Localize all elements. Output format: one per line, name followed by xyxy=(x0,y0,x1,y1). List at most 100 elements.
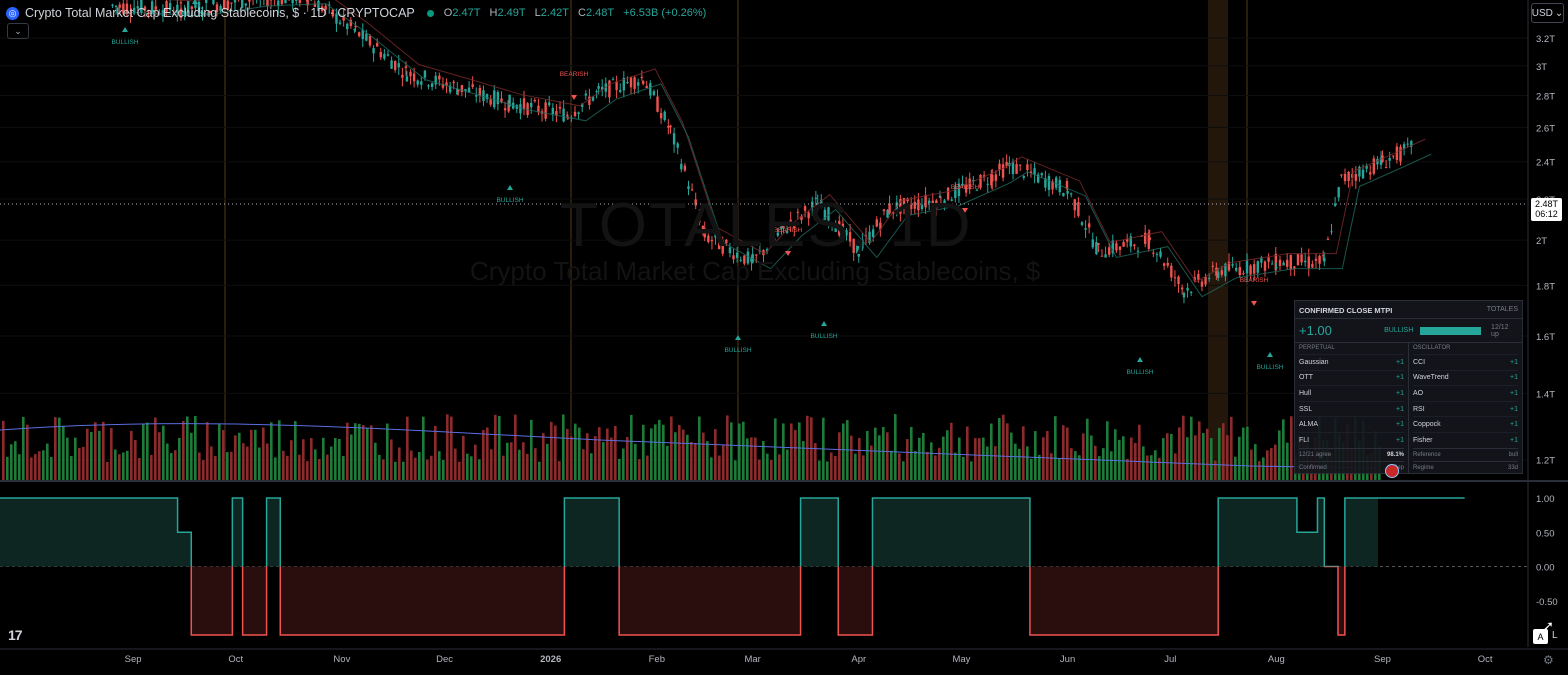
last-price-tag: 2.48T 06:12 xyxy=(1531,198,1562,221)
time-tick-label: Apr xyxy=(851,654,866,665)
candle-body xyxy=(1002,164,1004,177)
symbol-header: ◎ Crypto Total Market Cap Excluding Stab… xyxy=(6,4,712,22)
volume-bar xyxy=(1022,426,1025,480)
mtpi-indicator-value: +1 xyxy=(1510,374,1518,381)
volume-bar xyxy=(606,429,609,480)
volume-bar xyxy=(634,444,637,480)
volume-bar xyxy=(426,460,429,480)
last-price-value: 2.48T xyxy=(1531,199,1562,209)
volume-bar xyxy=(110,428,113,480)
mtpi-indicator-value: +1 xyxy=(1396,406,1404,413)
candle-body xyxy=(530,103,532,107)
volume-bar xyxy=(342,456,345,480)
price-tick-label: 3.2T xyxy=(1536,34,1555,45)
candle-body xyxy=(612,79,614,80)
candle-body xyxy=(1399,147,1401,162)
collapse-legend-button[interactable]: ⌄ xyxy=(7,23,29,39)
volume-bar xyxy=(1146,455,1149,480)
candle-body xyxy=(653,91,655,95)
candle-body xyxy=(649,83,651,95)
bullish-label: BULLISH xyxy=(1256,364,1283,371)
volume-bar xyxy=(658,420,661,480)
candle-body xyxy=(707,236,709,242)
volume-bar xyxy=(422,417,425,480)
time-tick-label: Jun xyxy=(1060,654,1075,665)
volume-bar xyxy=(1086,419,1089,480)
candle-body xyxy=(427,85,429,86)
symbol-title[interactable]: Crypto Total Market Cap Excluding Stable… xyxy=(25,6,415,20)
gear-icon[interactable]: ⚙ xyxy=(1543,653,1554,667)
time-tick-label: Sep xyxy=(125,654,142,665)
candle-body xyxy=(1267,258,1269,262)
candle-body xyxy=(903,198,905,207)
volume-bar xyxy=(1130,438,1133,480)
mtpi-title: CONFIRMED CLOSE MTPI xyxy=(1299,306,1392,315)
candle-body xyxy=(1338,187,1340,197)
candle-body xyxy=(1181,288,1183,290)
candle-body xyxy=(1170,266,1172,278)
time-tick-label: Feb xyxy=(649,654,665,665)
candle-body xyxy=(394,61,396,70)
candle-body xyxy=(1239,267,1241,275)
flag-icon[interactable] xyxy=(1385,464,1399,478)
candle-body xyxy=(1137,251,1139,252)
candle-body xyxy=(438,76,440,80)
volume-bar xyxy=(1138,425,1141,480)
volume-bar xyxy=(578,428,581,480)
candle-body xyxy=(711,240,713,241)
volume-bar xyxy=(698,417,701,480)
volume-bar xyxy=(862,455,865,480)
volume-bar xyxy=(522,442,525,480)
candle-body xyxy=(369,36,371,45)
mtpi-footer-label: Reference xyxy=(1413,452,1441,458)
volume-bar xyxy=(690,442,693,480)
candle-body xyxy=(346,24,348,29)
volume-bar xyxy=(102,422,105,480)
volume-bar xyxy=(546,444,549,480)
volume-bar xyxy=(654,424,657,480)
volume-bar xyxy=(454,449,457,480)
volume-bar xyxy=(662,425,665,480)
volume-bar xyxy=(838,432,841,480)
volume-bar xyxy=(438,451,441,480)
volume-bar xyxy=(1270,448,1273,480)
volume-bar xyxy=(1242,428,1245,480)
volume-bar xyxy=(358,424,361,480)
mtpi-row: Coppock+1 xyxy=(1413,416,1518,432)
volume-bar xyxy=(322,438,325,480)
volume-bar xyxy=(1238,437,1241,480)
volume-bar xyxy=(890,451,893,480)
volume-bar xyxy=(642,425,645,480)
candle-body xyxy=(595,91,597,92)
time-tick-label: Sep xyxy=(1374,654,1391,665)
candle-body xyxy=(295,0,297,1)
candle-body xyxy=(1347,172,1349,181)
volume-bar xyxy=(754,438,757,480)
bullish-label: BULLISH xyxy=(111,39,138,46)
volume-bar xyxy=(430,456,433,480)
volume-bar xyxy=(1122,436,1125,480)
candle-body xyxy=(714,234,716,237)
ohlc-low-label: L xyxy=(535,7,541,19)
time-tick-label: Aug xyxy=(1268,654,1285,665)
mtpi-row: FLI+1 xyxy=(1299,432,1404,448)
volume-bar xyxy=(682,430,685,480)
volume-bar xyxy=(346,423,349,480)
volume-bar xyxy=(330,447,333,480)
tradingview-logo[interactable]: 17 xyxy=(8,627,22,643)
volume-bar xyxy=(570,436,573,480)
candle-body xyxy=(1055,178,1057,188)
volume-bar xyxy=(962,457,965,480)
volume-bar xyxy=(554,426,557,480)
candle-body xyxy=(1122,242,1124,247)
candle-body xyxy=(1212,266,1214,267)
candle-body xyxy=(924,195,926,207)
volume-bar xyxy=(1062,425,1065,480)
volume-bar xyxy=(562,415,565,480)
currency-selector[interactable]: USD ⌄ xyxy=(1531,3,1564,23)
volume-bar xyxy=(306,461,309,480)
volume-bar xyxy=(314,449,317,480)
candle-body xyxy=(365,34,367,41)
candle-body xyxy=(1108,247,1110,254)
candle-body xyxy=(704,229,706,238)
